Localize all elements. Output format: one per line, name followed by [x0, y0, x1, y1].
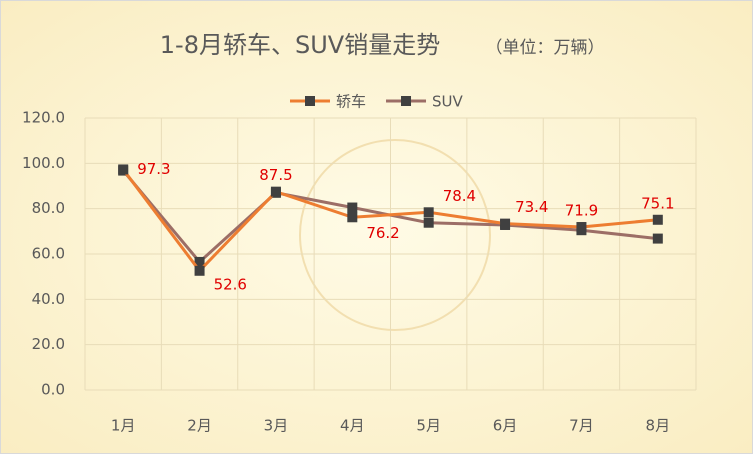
x-tick-label: 2月	[187, 417, 212, 435]
point-marker	[423, 207, 434, 218]
series-line	[121, 168, 658, 274]
x-tick-label: 5月	[416, 417, 441, 435]
data-label: 71.9	[565, 202, 598, 220]
legend-marker	[401, 96, 412, 106]
y-tick-label: 100.0	[22, 154, 65, 172]
point-marker	[652, 214, 663, 225]
x-tick-label: 4月	[340, 417, 365, 435]
data-label: 73.4	[515, 198, 548, 216]
y-tick-label: 120.0	[22, 109, 65, 127]
y-tick-label: 20.0	[32, 335, 65, 353]
x-tick-label: 1月	[111, 417, 136, 435]
data-label: 97.3	[137, 160, 170, 178]
point-marker	[270, 186, 281, 197]
point-marker	[652, 233, 663, 244]
legend-label: 轿车	[336, 93, 366, 111]
x-tick-label: 7月	[569, 417, 594, 435]
watermark	[299, 139, 491, 331]
chart-title: 1-8月轿车、SUV销量走势	[160, 31, 440, 59]
y-tick-label: 80.0	[32, 199, 65, 217]
point-marker	[347, 212, 358, 223]
x-tick-label: 8月	[646, 417, 671, 435]
legend-marker	[305, 96, 315, 106]
y-tick-label: 40.0	[32, 290, 65, 308]
point-marker	[423, 217, 434, 228]
y-tick-label: 60.0	[32, 245, 65, 263]
data-label: 87.5	[259, 166, 292, 184]
y-tick-label: 0.0	[41, 381, 65, 399]
point-marker	[194, 256, 205, 267]
chart-unit: （单位：万辆）	[486, 38, 605, 58]
data-label: 52.6	[214, 275, 247, 293]
data-label: 75.1	[641, 194, 674, 212]
point-marker	[347, 202, 358, 213]
x-tick-label: 3月	[264, 417, 289, 435]
legend-label: SUV	[432, 93, 464, 111]
x-tick-label: 6月	[493, 417, 518, 435]
point-marker	[576, 222, 587, 233]
data-label: 76.2	[366, 224, 399, 242]
point-marker	[194, 265, 205, 276]
point-marker	[500, 218, 511, 229]
data-label: 78.4	[443, 187, 476, 205]
point-marker	[118, 164, 129, 175]
